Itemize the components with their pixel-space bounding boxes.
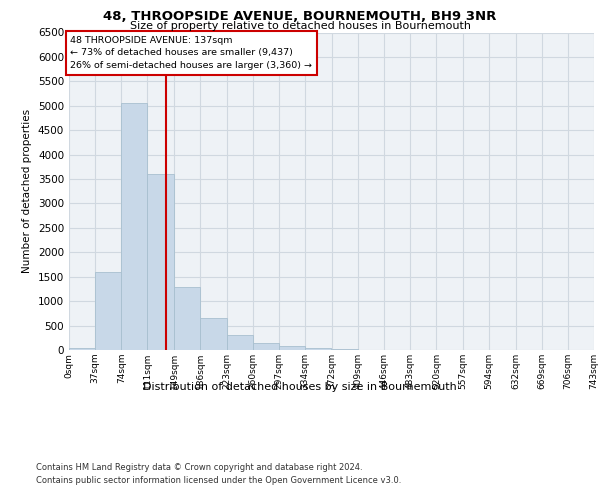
Y-axis label: Number of detached properties: Number of detached properties xyxy=(22,109,32,274)
Text: Distribution of detached houses by size in Bournemouth: Distribution of detached houses by size … xyxy=(143,382,457,392)
Bar xyxy=(332,348,358,350)
Bar xyxy=(69,348,95,350)
Text: Contains public sector information licensed under the Open Government Licence v3: Contains public sector information licen… xyxy=(36,476,401,485)
Bar xyxy=(253,342,279,350)
Bar xyxy=(227,336,253,350)
Bar xyxy=(95,272,121,350)
Text: Contains HM Land Registry data © Crown copyright and database right 2024.: Contains HM Land Registry data © Crown c… xyxy=(36,462,362,471)
Bar xyxy=(174,286,200,350)
Bar xyxy=(148,174,173,350)
Text: Size of property relative to detached houses in Bournemouth: Size of property relative to detached ho… xyxy=(130,21,470,31)
Bar xyxy=(200,318,227,350)
Bar xyxy=(279,346,305,350)
Text: 48 THROOPSIDE AVENUE: 137sqm
← 73% of detached houses are smaller (9,437)
26% of: 48 THROOPSIDE AVENUE: 137sqm ← 73% of de… xyxy=(70,36,313,70)
Text: 48, THROOPSIDE AVENUE, BOURNEMOUTH, BH9 3NR: 48, THROOPSIDE AVENUE, BOURNEMOUTH, BH9 … xyxy=(103,10,497,23)
Bar xyxy=(305,348,331,350)
Bar xyxy=(121,104,148,350)
